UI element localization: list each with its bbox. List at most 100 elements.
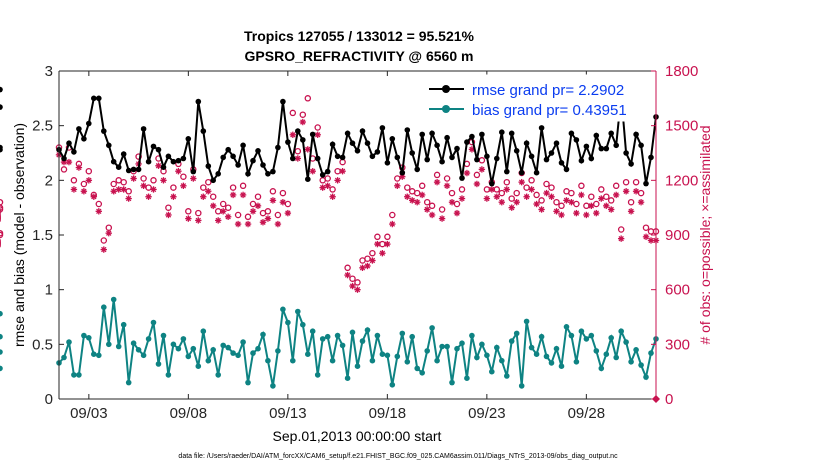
obs-assimilated-marker: [528, 186, 535, 193]
obs-assimilated-marker: [150, 186, 157, 193]
bias-point: [0, 310, 3, 317]
legend-rmse-label: rmse grand pr= 2.2902: [472, 82, 624, 99]
bias-point: [608, 335, 614, 341]
rmse-point: [474, 156, 480, 163]
bias-point: [459, 340, 465, 347]
obs-assimilated-marker: [234, 220, 242, 228]
rmse-point: [61, 155, 67, 162]
obs-assimilated-marker: [284, 209, 292, 217]
rmse-point: [339, 154, 346, 161]
rmse-point: [106, 142, 112, 149]
bias-point: [96, 352, 102, 359]
bias-point: [479, 341, 485, 348]
bias-point: [205, 357, 212, 364]
rmse-point: [379, 125, 386, 131]
rmse-point: [553, 140, 560, 146]
bias-point: [588, 332, 595, 339]
obs-assimilated-marker: [558, 211, 565, 219]
obs-possible-marker: [85, 167, 93, 175]
obs-possible-marker: [0, 229, 4, 237]
bias-point: [364, 327, 371, 333]
rmse-point: [180, 155, 187, 162]
obs-assimilated-marker: [448, 199, 456, 206]
obs-assimilated-marker: [140, 182, 147, 189]
rmse-point: [578, 157, 585, 164]
y-right-tick-label: 300: [665, 336, 690, 353]
rmse-point: [414, 166, 421, 173]
obs-assimilated-marker: [244, 220, 252, 228]
bias-point: [215, 372, 221, 378]
bias-point: [424, 348, 431, 354]
rmse-point: [563, 166, 570, 173]
bias-point: [101, 304, 107, 311]
obs-possible-marker: [344, 264, 351, 272]
obs-assimilated-marker: [324, 182, 331, 189]
obs-possible-marker: [244, 213, 252, 221]
obs-assimilated-marker: [105, 229, 112, 237]
bias-point: [66, 339, 72, 345]
bias-point: [0, 365, 3, 372]
bias-point: [255, 345, 261, 352]
bias-point: [0, 349, 3, 355]
rmse-point: [583, 143, 590, 150]
obs-assimilated-marker: [583, 211, 590, 219]
legend: rmse grand pr= 2.2902 bias grand pr= 0.4…: [418, 74, 653, 122]
bias-point: [404, 359, 411, 365]
obs-possible-marker: [269, 188, 277, 195]
obs-possible-marker: [294, 147, 302, 155]
y-tick-label: 0: [45, 391, 53, 408]
bias-point: [469, 332, 475, 339]
rmse-point: [464, 139, 470, 145]
bias-point: [354, 363, 361, 370]
rmse-point: [384, 160, 391, 166]
obs-possible-marker: [254, 193, 262, 200]
obs-possible-marker: [612, 182, 620, 190]
bias-point: [225, 344, 231, 351]
obs-assimilated-marker: [65, 158, 73, 166]
rmse-point: [200, 128, 207, 134]
rmse-point: [81, 136, 87, 142]
obs-assimilated-marker: [394, 182, 401, 189]
obs-assimilated-marker: [642, 233, 650, 241]
obs-assimilated-marker: [70, 186, 78, 193]
bias-point: [180, 336, 187, 342]
obs-assimilated-marker: [329, 193, 336, 200]
rmse-point: [573, 137, 580, 143]
bias-point: [125, 379, 132, 386]
obs-possible-marker: [219, 200, 227, 208]
bias-point: [314, 372, 321, 378]
obs-possible-marker: [234, 211, 242, 219]
rmse-point: [140, 126, 147, 132]
obs-assimilated-marker: [508, 204, 515, 211]
rmse-point: [96, 95, 102, 102]
rmse-point: [165, 153, 172, 160]
obs-possible-marker: [632, 178, 640, 186]
obs-assimilated-marker: [578, 191, 585, 199]
obs-assimilated-marker: [110, 188, 117, 195]
obs-assimilated-marker: [344, 271, 351, 279]
rmse-point: [568, 130, 575, 137]
obs-assimilated-marker: [339, 168, 346, 175]
rmse-point: [324, 168, 331, 175]
obs-possible-marker: [239, 182, 247, 190]
obs-assimilated-marker: [120, 186, 127, 193]
obs-possible-marker: [423, 198, 431, 206]
obs-assimilated-marker: [588, 202, 595, 210]
obs-possible-marker: [314, 124, 321, 131]
bias-point: [444, 343, 450, 350]
obs-possible-marker: [0, 204, 4, 211]
rmse-point: [459, 175, 465, 181]
y-axis-label: rmse and bias (model - observation): [11, 123, 27, 347]
obs-assimilated-marker: [369, 257, 376, 264]
rmse-point: [319, 172, 326, 178]
rmse-point: [101, 128, 107, 134]
chart-title: Tropics 127055 / 133012 = 95.521%: [244, 28, 475, 44]
obs-possible-marker: [642, 224, 650, 231]
rmse-point: [628, 161, 634, 167]
y-right-tick-label: 0: [665, 391, 673, 408]
rmse-point: [309, 131, 316, 138]
rmse-point: [150, 143, 157, 150]
bias-point: [603, 351, 610, 358]
rmse-point: [508, 130, 515, 137]
bias-point: [145, 336, 152, 342]
